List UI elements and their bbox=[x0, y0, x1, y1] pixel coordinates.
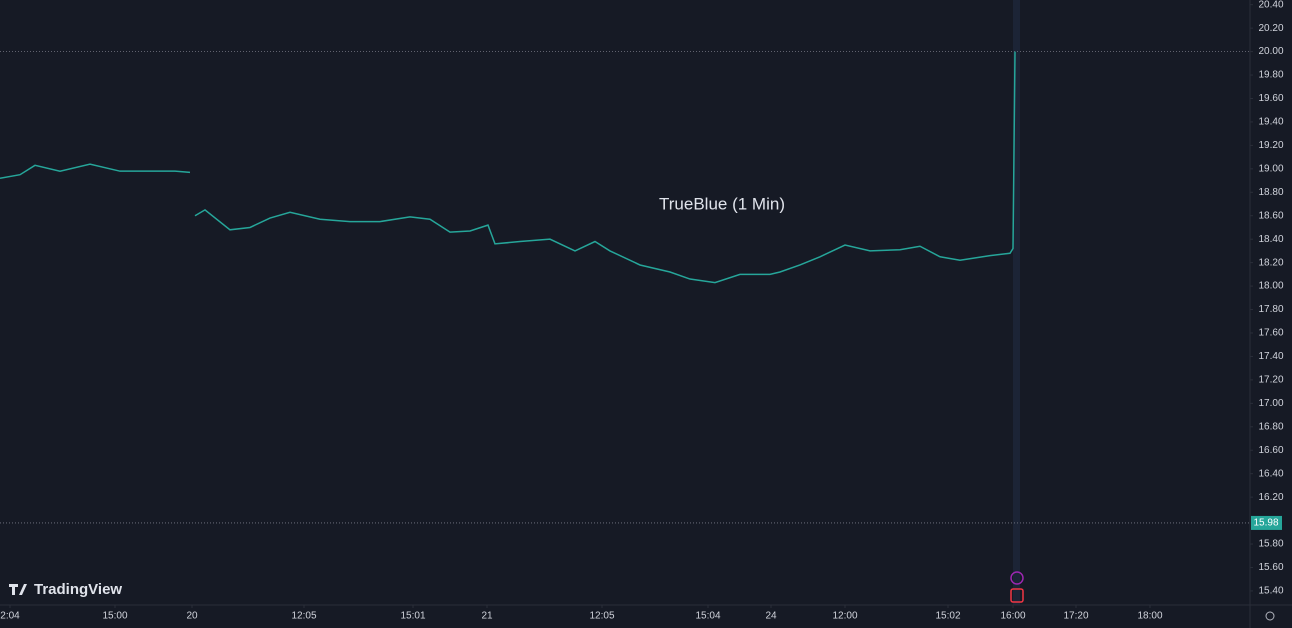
x-tick-label: 12:05 bbox=[291, 611, 316, 622]
y-tick-label: 16.20 bbox=[1258, 492, 1283, 503]
x-tick-label: 15:01 bbox=[400, 611, 425, 622]
y-tick-label: 15.40 bbox=[1258, 586, 1283, 597]
settings-icon[interactable] bbox=[1265, 611, 1275, 621]
y-tick-label: 18.00 bbox=[1258, 281, 1283, 292]
y-tick-label: 19.80 bbox=[1258, 70, 1283, 81]
x-tick-label: 15:04 bbox=[695, 611, 720, 622]
dividend-icon[interactable] bbox=[1010, 571, 1024, 585]
y-tick-label: 18.40 bbox=[1258, 234, 1283, 245]
watermark: TradingView bbox=[34, 581, 122, 598]
y-tick-label: 20.00 bbox=[1258, 46, 1283, 57]
y-tick-label: 19.20 bbox=[1258, 140, 1283, 151]
price-line-series bbox=[0, 51, 1016, 284]
session-band bbox=[1013, 0, 1020, 605]
y-tick-label: 16.40 bbox=[1258, 468, 1283, 479]
earnings-icon[interactable] bbox=[1010, 588, 1024, 603]
x-tick-label: 15:00 bbox=[102, 611, 127, 622]
y-tick-label: 17.80 bbox=[1258, 304, 1283, 315]
x-tick-label: 17:20 bbox=[1063, 611, 1088, 622]
y-tick-label: 20.20 bbox=[1258, 23, 1283, 34]
y-tick-label: 19.00 bbox=[1258, 163, 1283, 174]
x-tick-label: 24 bbox=[765, 611, 777, 622]
x-tick-label: 12:00 bbox=[832, 611, 857, 622]
x-tick-label: 12:05 bbox=[589, 611, 614, 622]
y-tick-label: 15.80 bbox=[1258, 539, 1283, 550]
y-tick-label: 20.40 bbox=[1258, 0, 1283, 10]
y-tick-label: 16.80 bbox=[1258, 421, 1283, 432]
x-tick-label: 18:00 bbox=[1137, 611, 1162, 622]
y-tick-label: 17.20 bbox=[1258, 375, 1283, 386]
x-tick-label: 20 bbox=[186, 611, 198, 622]
y-tick-label: 19.40 bbox=[1258, 117, 1283, 128]
y-tick-label: 18.60 bbox=[1258, 210, 1283, 221]
x-tick-label: 2:04 bbox=[0, 611, 20, 622]
y-tick-label: 17.60 bbox=[1258, 328, 1283, 339]
y-tick-label: 19.60 bbox=[1258, 93, 1283, 104]
y-tick-label: 18.80 bbox=[1258, 187, 1283, 198]
y-tick-label: 18.20 bbox=[1258, 257, 1283, 268]
y-tick-label: 17.40 bbox=[1258, 351, 1283, 362]
y-tick-label: 15.60 bbox=[1258, 562, 1283, 573]
logo: TradingView bbox=[9, 581, 122, 598]
y-tick-label: 17.00 bbox=[1258, 398, 1283, 409]
x-tick-label: 16:00 bbox=[1000, 611, 1025, 622]
logo-mark bbox=[9, 584, 27, 595]
x-tick-label: 21 bbox=[481, 611, 493, 622]
x-tick-label: 15:02 bbox=[935, 611, 960, 622]
y-tick-label: 16.60 bbox=[1258, 445, 1283, 456]
last-price-label: 15.98 bbox=[1253, 518, 1278, 529]
chart-title: TrueBlue (1 Min) bbox=[659, 194, 785, 213]
last-price-box bbox=[1251, 515, 1282, 530]
